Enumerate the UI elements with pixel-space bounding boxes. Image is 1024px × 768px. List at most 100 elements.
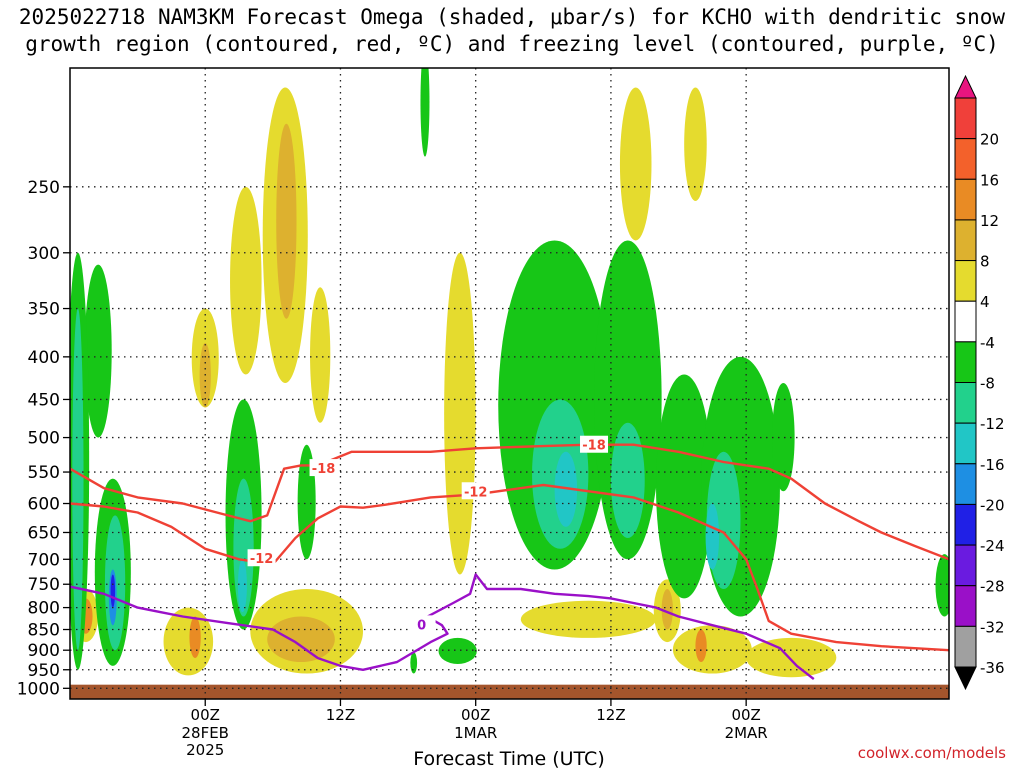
colorbar-bin-9 <box>954 463 977 505</box>
omega-region-42 <box>772 383 795 492</box>
credit-link[interactable]: coolwx.com/models <box>857 744 1006 762</box>
y-tick-label-400: 400 <box>28 348 60 368</box>
y-tick-label-900: 900 <box>28 641 60 661</box>
x-tick-label-0: 00Z <box>191 706 220 724</box>
y-tick-label-450: 450 <box>28 390 60 410</box>
colorbar-label-1: 16 <box>980 171 999 189</box>
x-tick-sublabel-2-0: 1MAR <box>454 724 497 742</box>
colorbar-bin-10 <box>954 503 977 546</box>
y-tick-label-250: 250 <box>28 178 60 198</box>
omega-region-19 <box>619 87 652 241</box>
omega-region-38 <box>656 374 713 599</box>
colorbar-bin-0 <box>954 97 977 140</box>
colorbar-label-9: -20 <box>980 496 1005 514</box>
colorbar-label-2: 12 <box>980 212 999 230</box>
omega-region-45 <box>935 554 949 617</box>
omega-region-5 <box>310 287 331 423</box>
contour-label-0-0: -18 <box>312 462 336 477</box>
y-tick-label-1000: 1000 <box>17 679 60 699</box>
contour-label-bg-1-0 <box>247 549 276 567</box>
omega-region-1 <box>276 123 297 319</box>
omega-region-21 <box>84 264 112 438</box>
omega-region-43 <box>420 68 430 157</box>
omega-region-16 <box>672 625 752 674</box>
colorbar-label-13: -36 <box>980 659 1005 677</box>
colorbar-bin-2 <box>954 178 977 221</box>
colorbar-label-8: -16 <box>980 456 1005 474</box>
contour-label-bg-0-0 <box>309 459 338 477</box>
omega-region-4 <box>230 186 262 375</box>
y-tick-label-300: 300 <box>28 244 60 264</box>
colorbar-label-4: 4 <box>980 293 990 311</box>
colorbar-label-10: -24 <box>980 537 1005 555</box>
colorbar-bin-8 <box>954 422 977 465</box>
omega-region-20 <box>684 87 707 202</box>
y-tick-label-950: 950 <box>28 661 60 681</box>
colorbar-label-0: 20 <box>980 131 999 149</box>
ground-layer <box>70 684 949 699</box>
omega-region-15 <box>661 589 673 630</box>
omega-region-37 <box>610 422 645 538</box>
colorbar-label-11: -28 <box>980 578 1005 596</box>
y-tick-label-600: 600 <box>28 495 60 515</box>
omega-region-23 <box>72 308 84 651</box>
omega-region-17 <box>695 629 707 663</box>
contour-label-1-1: -12 <box>464 485 488 500</box>
omega-region-8 <box>267 616 335 663</box>
colorbar-bin-4 <box>954 260 977 302</box>
omega-region-13 <box>520 600 657 638</box>
ground-fill <box>70 684 949 699</box>
omega-region-44 <box>410 652 418 674</box>
x-tick-label-2: 00Z <box>461 706 490 724</box>
x-axis-label: Forecast Time (UTC) <box>413 748 604 768</box>
colorbar-top-arrow <box>954 74 977 99</box>
x-tick-label-3: 12Z <box>596 706 625 724</box>
y-tick-label-800: 800 <box>28 599 60 619</box>
omega-region-27 <box>110 574 116 608</box>
colorbar-label-3: 8 <box>980 253 990 271</box>
plot-frame <box>69 67 950 700</box>
y-tick-label-650: 650 <box>28 523 60 543</box>
grid-lines <box>70 68 949 699</box>
x-tick-label-4: 00Z <box>731 706 760 724</box>
pressure-axis: 2503003504004505005506006507007508008509… <box>17 178 70 699</box>
contour-line-dendritic-1 <box>70 483 949 652</box>
colorbar-label-6: -8 <box>980 375 995 393</box>
contour-label-bg-2-0 <box>407 615 436 633</box>
colorbar-label-12: -32 <box>980 618 1005 636</box>
colorbar-bin-5 <box>954 300 977 343</box>
temperature-contours: -18 -18 -12 -12 0 <box>70 435 949 681</box>
chart-title-line2: growth region (contoured, red, ºC) and f… <box>25 32 999 56</box>
omega-region-32 <box>438 637 477 664</box>
colorbar-bin-3 <box>954 219 977 262</box>
y-tick-label-700: 700 <box>28 550 60 570</box>
omega-colorbar: 20 16 12 8 4 -4 -8 -12 -16 -20 -24 -28 -32 -36 <box>954 74 1005 691</box>
colorbar-bin-1 <box>954 138 977 180</box>
contour-line-dendritic-0 <box>70 443 949 561</box>
contour-label-bg-0-1 <box>580 435 609 453</box>
y-tick-label-500: 500 <box>28 429 60 449</box>
chart-title-line1: 2025022718 NAM3KM Forecast Omega (shaded… <box>18 5 1006 29</box>
omega-region-30 <box>237 559 247 613</box>
colorbar-bin-13 <box>954 625 977 668</box>
colorbar-label-5: -4 <box>980 334 995 352</box>
omega-shading <box>70 68 949 678</box>
y-tick-label-550: 550 <box>28 463 60 483</box>
colorbar-bin-6 <box>954 341 977 384</box>
omega-region-9 <box>163 607 214 676</box>
colorbar-bin-11 <box>954 544 977 587</box>
colorbar-bin-7 <box>954 382 977 424</box>
omega-region-41 <box>705 503 720 570</box>
colorbar-label-7: -12 <box>980 415 1005 433</box>
x-tick-sublabel-0-0: 28FEB <box>181 724 228 742</box>
y-tick-label-750: 750 <box>28 575 60 595</box>
y-tick-label-850: 850 <box>28 621 60 641</box>
x-tick-label-1: 12Z <box>326 706 355 724</box>
contour-label-2-0: 0 <box>417 618 426 633</box>
omega-region-6 <box>444 252 476 575</box>
x-tick-sublabel-0-1: 2025 <box>186 741 224 759</box>
y-tick-label-350: 350 <box>28 300 60 320</box>
colorbar-bin-12 <box>954 585 977 627</box>
